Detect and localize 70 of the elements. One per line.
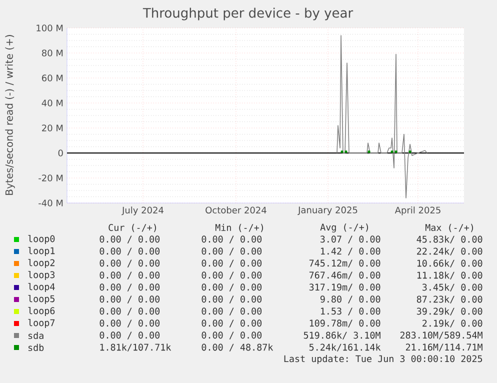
y-axis-title: Bytes/second read (-) / write (+) [5, 35, 15, 195]
legend-label: loop7 [28, 319, 55, 328]
text: 0.00 / 0.00 [202, 296, 262, 304]
text: 2.19k/ 0.00 [422, 320, 482, 328]
x-tick-label: January 2025 [298, 206, 358, 216]
text: 767.46m/ 0.00 [309, 272, 380, 280]
text: 0.00 / 0.00 [100, 332, 160, 340]
text: Avg (-/+) [320, 224, 368, 232]
text: 0.00 / 0.00 [100, 248, 160, 256]
text: 0.00 / 0.00 [202, 284, 262, 292]
text: 283.10M/589.54M [400, 332, 482, 340]
y-tick-label: -40 M [38, 200, 63, 206]
legend-label: loop5 [28, 295, 54, 304]
text: Min (-/+) [215, 224, 264, 232]
text: 0.00 / 0.00 [202, 308, 262, 316]
text: 0.00 / 0.00 [202, 272, 262, 280]
legend-label: loop0 [28, 235, 55, 244]
text: 0.00 / 0.00 [100, 236, 160, 244]
legend-label: loop4 [28, 283, 55, 292]
text: 3.07 / 0.00 [320, 236, 380, 244]
text: 0.00 / 0.00 [202, 248, 262, 256]
text: 1.42 / 0.00 [320, 248, 380, 256]
y-tick-label: 0 [58, 150, 63, 156]
legend-label: loop2 [28, 259, 54, 268]
text: 0.00 / 0.00 [100, 320, 160, 328]
legend-label: loop6 [28, 307, 55, 316]
legend-label: sda [28, 332, 44, 340]
text: 0.00 / 0.00 [202, 260, 262, 268]
text: 0.00 / 0.00 [100, 272, 160, 280]
text: 21.16M/114.71M [406, 344, 482, 352]
y-tick-label: 100 M [36, 24, 63, 32]
text: 0.00 / 0.00 [100, 284, 160, 292]
y-tick-label: 40 M [42, 100, 63, 106]
text: 45.83k/ 0.00 [416, 236, 482, 244]
x-tick-label: July 2024 [122, 206, 164, 216]
text: 87.23k/ 0.00 [416, 296, 482, 304]
y-tick-label: 60 M [42, 74, 63, 82]
legend-label: loop1 [28, 247, 55, 256]
text: 1.53 / 0.00 [320, 308, 380, 316]
chart-title: Throughput per device - by year [142, 8, 354, 20]
text: 11.18k/ 0.00 [417, 272, 482, 280]
x-tick-label: April 2025 [394, 206, 440, 216]
text: 0.00 / 0.00 [100, 260, 160, 268]
text: Last update: Tue Jun 3 00:00:10 2025 [284, 355, 482, 364]
text: 39.29k/ 0.00 [416, 308, 482, 316]
text: 519.86k/ 3.10M [304, 332, 380, 340]
x-tick-label: October 2024 [206, 206, 266, 214]
text: 10.66k/ 0.00 [417, 260, 482, 268]
text: 317.19m/ 0.00 [309, 284, 380, 292]
text: 9.80 / 0.00 [320, 296, 380, 304]
y-tick-label: 80 M [42, 50, 63, 56]
text: 109.78m/ 0.00 [310, 320, 380, 328]
text: 5.24k/161.14k [309, 344, 381, 352]
legend-label: sdb [28, 344, 44, 352]
text: 1.81k/107.71k [100, 344, 172, 352]
legend-label: loop3 [28, 271, 55, 280]
text: Cur (-/+) [108, 224, 156, 232]
text: 0.00 / 0.00 [100, 296, 160, 304]
text: 0.00 / 0.00 [202, 236, 262, 244]
text: 745.12m/ 0.00 [309, 260, 380, 268]
text: Max (-/+) [425, 224, 474, 232]
y-tick-label: 20 M [42, 124, 63, 132]
text: 0.00 / 48.87k [202, 344, 274, 352]
text: 0.00 / 0.00 [202, 320, 262, 328]
y-tick-label: -20 M [38, 174, 63, 182]
text: 3.45k/ 0.00 [422, 284, 482, 292]
line-series [336, 35, 428, 198]
text: 0.00 / 0.00 [202, 332, 262, 340]
text: 0.00 / 0.00 [100, 308, 160, 316]
text: 22.24k/ 0.00 [417, 248, 482, 256]
